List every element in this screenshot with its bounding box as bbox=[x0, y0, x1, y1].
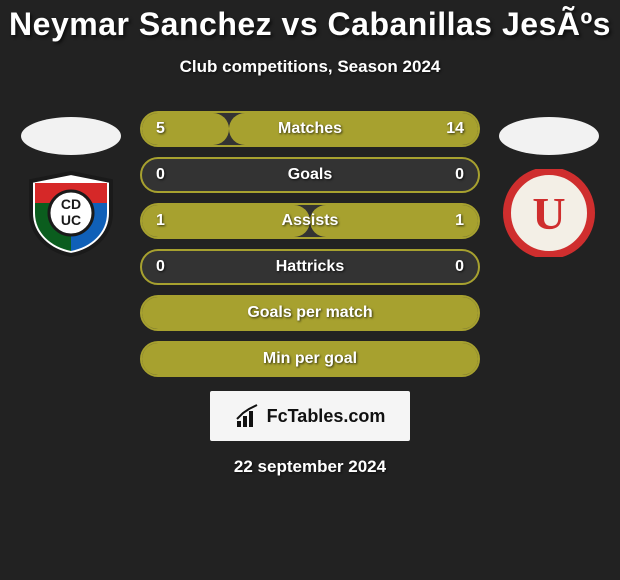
stat-value-right: 14 bbox=[446, 120, 464, 138]
extra-bar-min-per-goal: Min per goal bbox=[140, 341, 480, 377]
right-club-logo: U bbox=[499, 169, 599, 257]
left-club-logo: CD UC bbox=[21, 169, 121, 257]
extra-bar-label: Min per goal bbox=[263, 350, 357, 368]
stat-value-left: 0 bbox=[156, 166, 165, 184]
stat-bar-assists: 1 Assists 1 bbox=[140, 203, 480, 239]
extra-bar-label: Goals per match bbox=[247, 304, 372, 322]
stat-bar-hattricks: 0 Hattricks 0 bbox=[140, 249, 480, 285]
stat-label: Assists bbox=[282, 212, 339, 230]
footer-date: 22 september 2024 bbox=[0, 457, 620, 477]
stat-value-right: 0 bbox=[455, 258, 464, 276]
stat-value-right: 0 bbox=[455, 166, 464, 184]
stats-bars: 5 Matches 14 0 Goals 0 1 Assists 1 bbox=[140, 111, 480, 377]
svg-text:UC: UC bbox=[61, 212, 81, 228]
stat-bar-fill-right bbox=[229, 113, 478, 145]
stat-bar-matches: 5 Matches 14 bbox=[140, 111, 480, 147]
right-player-column: U bbox=[494, 111, 604, 257]
page-title: Neymar Sanchez vs Cabanillas JesÃºs bbox=[0, 6, 620, 43]
footer-brand-badge: FcTables.com bbox=[210, 391, 410, 441]
stat-label: Goals bbox=[288, 166, 332, 184]
subtitle: Club competitions, Season 2024 bbox=[0, 57, 620, 77]
stat-value-left: 1 bbox=[156, 212, 165, 230]
stat-label: Hattricks bbox=[276, 258, 344, 276]
stat-value-right: 1 bbox=[455, 212, 464, 230]
stat-bar-goals: 0 Goals 0 bbox=[140, 157, 480, 193]
stat-label: Matches bbox=[278, 120, 342, 138]
universitario-logo-icon: U bbox=[499, 169, 599, 257]
extra-bar-goals-per-match: Goals per match bbox=[140, 295, 480, 331]
svg-text:CD: CD bbox=[61, 196, 81, 212]
cduc-shield-icon: CD UC bbox=[21, 169, 121, 257]
footer-brand-text: FcTables.com bbox=[267, 406, 386, 427]
svg-text:U: U bbox=[532, 188, 565, 239]
left-avatar-placeholder bbox=[21, 117, 121, 155]
stat-value-left: 0 bbox=[156, 258, 165, 276]
fctables-logo-icon bbox=[235, 403, 261, 429]
left-player-column: CD UC bbox=[16, 111, 126, 257]
stat-value-left: 5 bbox=[156, 120, 165, 138]
right-avatar-placeholder bbox=[499, 117, 599, 155]
